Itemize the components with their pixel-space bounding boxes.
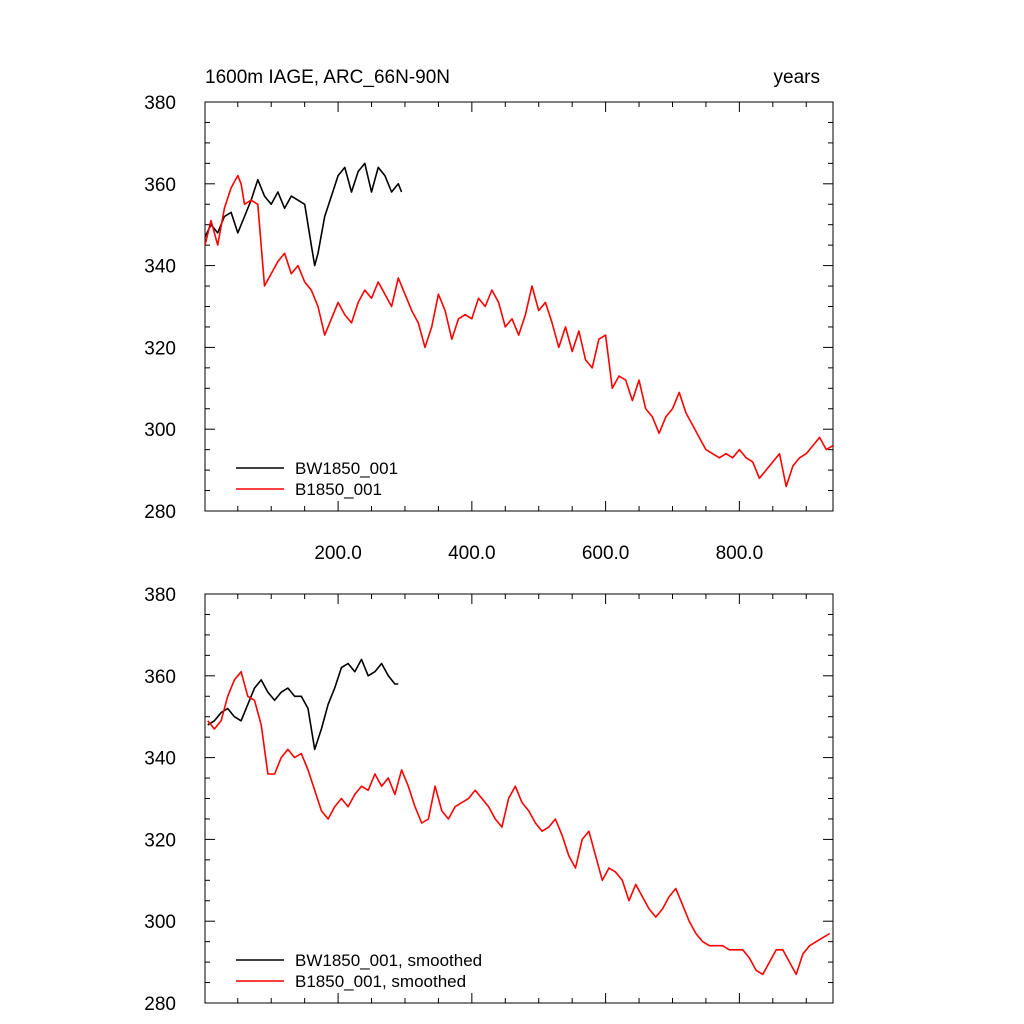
- units-label: years: [774, 67, 820, 88]
- legend-label: B1850_001: [295, 480, 382, 499]
- y-tick-label: 320: [144, 338, 176, 359]
- y-tick-label: 300: [144, 912, 176, 933]
- y-tick-label: 280: [144, 502, 176, 523]
- y-tick-label: 340: [144, 749, 176, 770]
- x-tick-label: 800.0: [716, 543, 764, 564]
- series-line: [207, 670, 831, 976]
- y-tick-label: 360: [144, 175, 176, 196]
- series-line: [207, 658, 399, 751]
- series-line: [205, 174, 833, 488]
- plot-frame: [204, 593, 834, 1004]
- panel-2: 280 300 320 340 360 380 BW1850_001, smoothed B1…: [144, 585, 834, 1015]
- legend-label: BW1850_001: [295, 459, 398, 478]
- x-tick-label: 600.0: [582, 543, 630, 564]
- x-tick-label: 400.0: [448, 543, 496, 564]
- y-tick-label: 380: [144, 585, 176, 606]
- panel-1: 200.0 400.0 600.0 800.0 280 300 320 340 360 380 16…: [144, 67, 834, 564]
- legend-label: B1850_001, smoothed: [295, 972, 466, 991]
- y-tick-label: 360: [144, 667, 176, 688]
- y-tick-label: 320: [144, 830, 176, 851]
- chart-title: 1600m IAGE, ARC_66N-90N: [205, 67, 450, 88]
- legend-label: BW1850_001, smoothed: [295, 951, 482, 970]
- y-tick-label: 380: [144, 93, 176, 114]
- y-tick-label: 300: [144, 420, 176, 441]
- y-tick-label: 280: [144, 994, 176, 1015]
- y-tick-label: 340: [144, 257, 176, 278]
- x-tick-label: 200.0: [314, 543, 362, 564]
- series-line: [205, 162, 403, 267]
